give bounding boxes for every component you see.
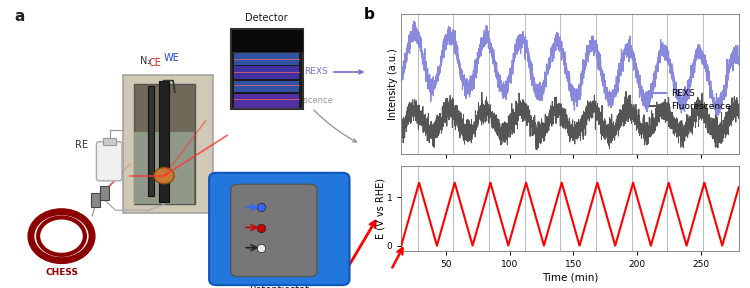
Text: CE: CE: [148, 58, 161, 68]
FancyBboxPatch shape: [234, 94, 299, 108]
FancyBboxPatch shape: [234, 81, 299, 92]
Text: CE: CE: [229, 223, 241, 232]
FancyBboxPatch shape: [123, 75, 213, 213]
FancyBboxPatch shape: [209, 173, 350, 285]
Legend: REXS, Fluorescence: REXS, Fluorescence: [646, 85, 734, 115]
FancyBboxPatch shape: [234, 53, 299, 65]
FancyBboxPatch shape: [231, 29, 303, 109]
FancyBboxPatch shape: [231, 29, 303, 52]
FancyBboxPatch shape: [148, 86, 154, 196]
Text: Fluorescence: Fluorescence: [278, 96, 356, 142]
Bar: [100, 186, 109, 200]
Y-axis label: Intensity (a.u.): Intensity (a.u.): [388, 49, 398, 120]
Text: Detector: Detector: [245, 13, 288, 23]
Text: a: a: [15, 9, 25, 24]
Text: RE: RE: [76, 141, 88, 150]
FancyBboxPatch shape: [134, 132, 194, 204]
Text: REXS: REXS: [304, 67, 363, 77]
Circle shape: [154, 168, 174, 184]
Bar: [92, 193, 100, 207]
Text: Potentiostat: Potentiostat: [250, 285, 309, 288]
FancyBboxPatch shape: [134, 84, 195, 204]
FancyBboxPatch shape: [234, 66, 299, 79]
Text: RE: RE: [229, 243, 241, 252]
FancyBboxPatch shape: [97, 142, 122, 181]
FancyBboxPatch shape: [159, 81, 169, 202]
Y-axis label: E (V vs RHE): E (V vs RHE): [375, 178, 385, 239]
Text: CHESS: CHESS: [45, 268, 78, 277]
Text: WE: WE: [164, 53, 179, 63]
Text: b: b: [364, 7, 375, 22]
FancyBboxPatch shape: [103, 138, 116, 145]
Text: N₂: N₂: [140, 56, 152, 66]
X-axis label: Time (min): Time (min): [542, 273, 598, 283]
FancyBboxPatch shape: [231, 184, 317, 276]
Text: WE: WE: [226, 203, 241, 212]
